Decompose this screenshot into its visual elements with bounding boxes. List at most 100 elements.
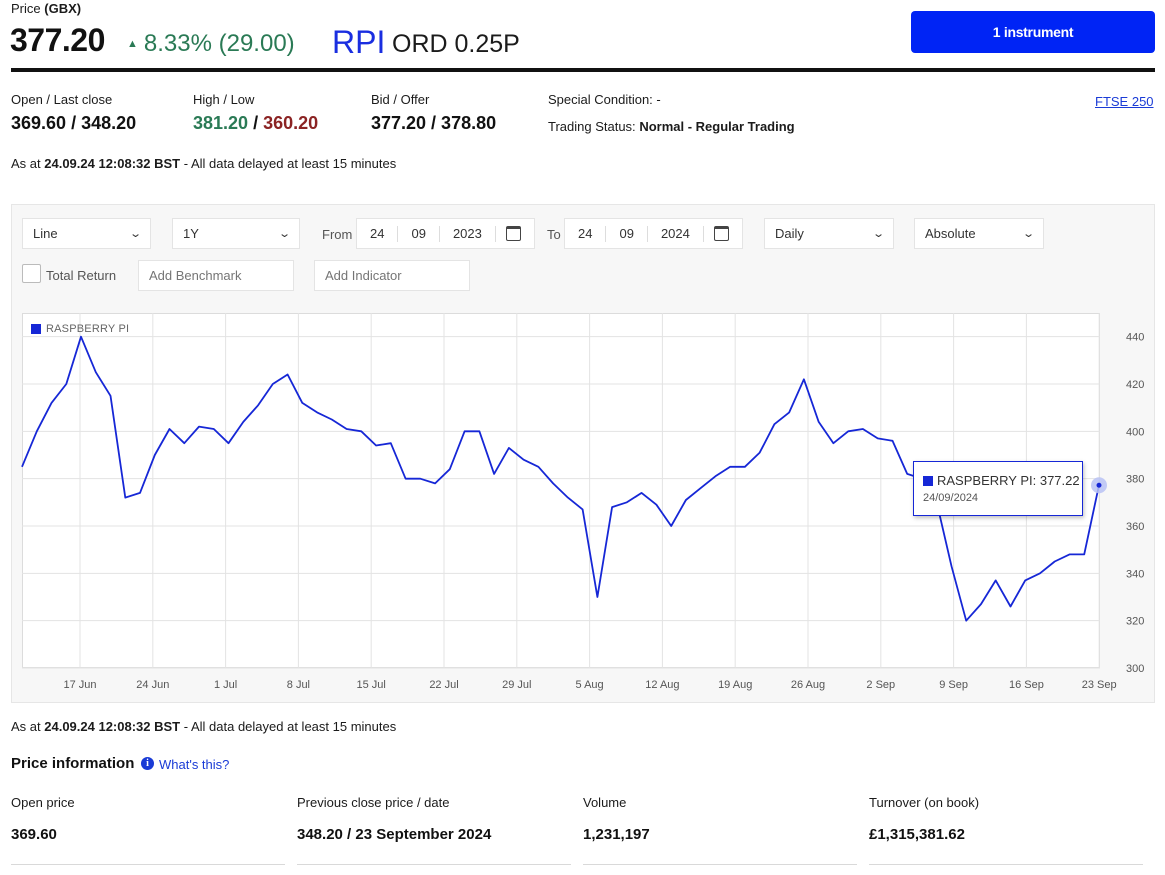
y-tick-label: 380: [1126, 474, 1144, 486]
turnover-label: Turnover (on book): [869, 795, 980, 810]
y-tick-label: 320: [1126, 616, 1144, 628]
info-divider: [869, 864, 1143, 865]
y-tick-label: 400: [1126, 426, 1144, 438]
tooltip-date: 24/09/2024: [923, 492, 979, 504]
volume-value: 1,231,197: [583, 826, 650, 843]
as-at-timestamp: 24.09.24 12:08:32 BST: [44, 719, 181, 734]
header-divider: [11, 68, 1155, 72]
y-tick-label: 300: [1126, 663, 1144, 675]
info-divider: [583, 864, 857, 865]
chevron-down-icon: ⌄: [871, 228, 885, 240]
current-price: 377.20: [10, 22, 105, 58]
previous-close-label: Previous close price / date: [297, 795, 450, 810]
info-icon[interactable]: i: [141, 757, 154, 770]
price-change: ▲ 8.33% (29.00): [127, 30, 295, 58]
from-date-input[interactable]: 24 09 2023: [356, 218, 535, 249]
as-at-notice-bottom: As at 24.09.24 12:08:32 BST - All data d…: [11, 719, 396, 734]
y-tick-label: 440: [1126, 332, 1144, 344]
x-tick-label: 23 Sep: [1082, 679, 1117, 691]
total-return-checkbox[interactable]: [22, 264, 41, 283]
total-return-label: Total Return: [46, 268, 117, 283]
x-tick-label: 15 Jul: [357, 679, 386, 691]
special-condition-value: -: [656, 92, 661, 107]
price-change-value: 8.33% (29.00): [143, 30, 295, 57]
x-tick-label: 24 Jun: [136, 679, 169, 691]
x-tick-label: 8 Jul: [287, 679, 310, 691]
trading-status-label: Trading Status:: [548, 119, 636, 134]
period-value: 1Y: [183, 226, 199, 241]
legend-label: RASPBERRY PI: [46, 323, 130, 335]
to-date-input[interactable]: 24 09 2024: [564, 218, 743, 249]
price-information-title: Price information: [11, 755, 135, 772]
tooltip-swatch: [923, 475, 933, 486]
from-label: From: [322, 227, 353, 242]
mode-select[interactable]: Absolute ⌄: [914, 218, 1044, 249]
ticker-symbol: RPI: [332, 24, 386, 60]
whats-this-link[interactable]: What's this?: [159, 757, 230, 772]
y-tick-label: 420: [1126, 379, 1144, 391]
x-tick-label: 1 Jul: [214, 679, 237, 691]
x-tick-label: 2 Sep: [866, 679, 895, 691]
as-at-suffix: - All data delayed at least 15 minutes: [183, 719, 397, 734]
volume-label: Volume: [583, 795, 627, 810]
price-label: Price (GBX): [11, 1, 81, 16]
x-tick-label: 22 Jul: [429, 679, 458, 691]
price-label-prefix: Price: [11, 1, 41, 16]
calendar-icon[interactable]: [713, 226, 729, 241]
legend-swatch: [31, 324, 41, 334]
index-link[interactable]: FTSE 250: [1095, 94, 1154, 109]
high-low-separator: /: [253, 113, 259, 133]
from-year[interactable]: 2023: [440, 225, 496, 242]
to-month[interactable]: 09: [606, 225, 648, 242]
period-select[interactable]: 1Y ⌄: [172, 218, 300, 249]
chart-tooltip: RASPBERRY PI: 377.22 24/09/2024: [913, 461, 1083, 516]
calendar-icon[interactable]: [505, 226, 521, 241]
high-low-value: 381.20 / 360.20: [193, 113, 318, 134]
x-tick-label: 19 Aug: [718, 679, 752, 691]
chart-type-select[interactable]: Line ⌄: [22, 218, 151, 249]
x-tick-label: 9 Sep: [939, 679, 968, 691]
add-indicator-input[interactable]: [314, 260, 470, 291]
chart-type-value: Line: [33, 226, 58, 241]
low-value: 360.20: [263, 113, 319, 133]
y-tick-label: 360: [1126, 521, 1144, 533]
info-divider: [297, 864, 571, 865]
open-last-value: 369.60 / 348.20: [11, 113, 136, 134]
info-divider: [11, 864, 285, 865]
as-at-notice-top: As at 24.09.24 12:08:32 BST - All data d…: [11, 156, 396, 171]
from-month[interactable]: 09: [398, 225, 440, 242]
open-last-label: Open / Last close: [11, 92, 113, 107]
bid-offer-value: 377.20 / 378.80: [371, 113, 497, 133]
special-condition-label: Special Condition:: [548, 92, 653, 107]
as-at-suffix: - All data delayed at least 15 minutes: [183, 156, 397, 171]
open-price-value: 369.60: [11, 826, 57, 843]
high-low-label: High / Low: [193, 92, 255, 107]
up-arrow-icon: ▲: [127, 38, 138, 50]
to-year[interactable]: 2024: [648, 225, 704, 242]
interval-select[interactable]: Daily ⌄: [764, 218, 894, 249]
as-at-prefix: As at: [11, 156, 41, 171]
special-condition: Special Condition: -: [548, 92, 661, 107]
x-tick-label: 26 Aug: [791, 679, 825, 691]
trading-status: Trading Status: Normal - Regular Trading: [548, 119, 795, 134]
x-tick-label: 16 Sep: [1009, 679, 1044, 691]
chevron-down-icon: ⌄: [277, 228, 291, 240]
tooltip-label: RASPBERRY PI: 377.22: [937, 473, 1080, 488]
open-last-separator: /: [71, 113, 77, 133]
price-unit: (GBX): [44, 1, 82, 16]
mode-value: Absolute: [925, 226, 976, 241]
chevron-down-icon: ⌄: [128, 228, 142, 240]
ticker-description: ORD 0.25P: [392, 30, 520, 58]
last-close-value: 348.20: [81, 113, 137, 133]
to-day[interactable]: 24: [565, 225, 607, 242]
from-day[interactable]: 24: [357, 225, 399, 242]
chevron-down-icon: ⌄: [1021, 228, 1035, 240]
add-benchmark-input[interactable]: [138, 260, 294, 291]
trading-status-value: Normal - Regular Trading: [639, 119, 795, 134]
to-label: To: [547, 227, 561, 242]
x-tick-label: 5 Aug: [576, 679, 604, 691]
instrument-button[interactable]: 1 instrument: [911, 11, 1155, 53]
previous-close-value: 348.20 / 23 September 2024: [297, 826, 492, 843]
x-tick-label: 29 Jul: [502, 679, 531, 691]
